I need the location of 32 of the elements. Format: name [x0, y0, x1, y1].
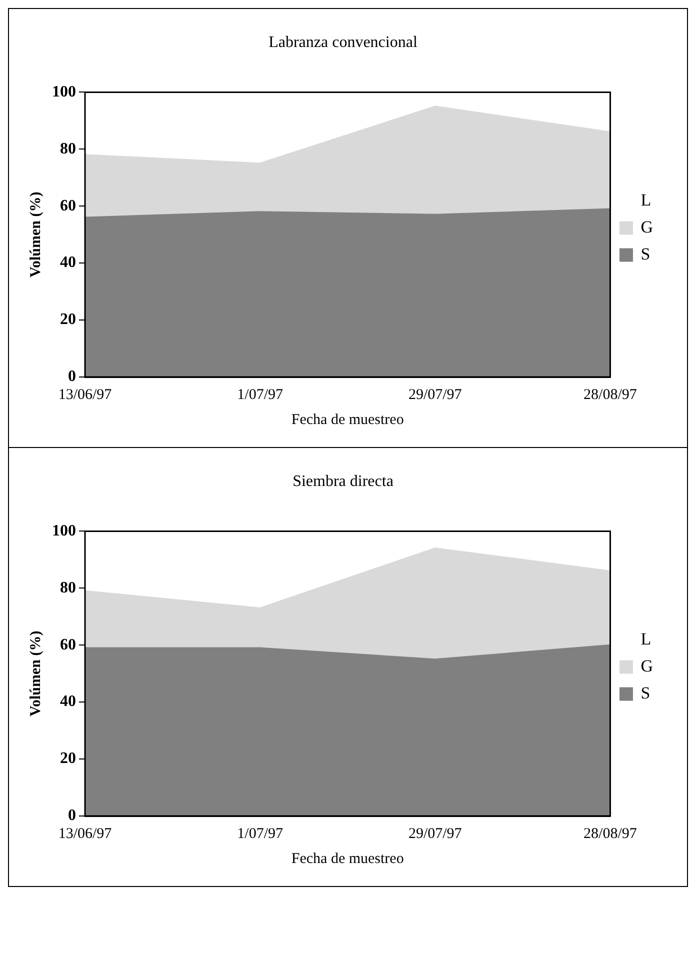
text: L: [640, 190, 652, 210]
x-tick-label: 1/07/97: [237, 386, 284, 403]
x-axis-title: Fecha de muestreo: [291, 850, 404, 867]
y-tick-label: 20: [60, 750, 76, 768]
legend-label: S: [640, 683, 650, 702]
x-tick-label: 13/06/97: [58, 386, 112, 403]
x-tick-label: 29/07/97: [408, 826, 462, 842]
chart-title: Labranza convencional: [268, 34, 418, 51]
y-axis-title: Volúmen (%): [28, 630, 44, 716]
x-tick-label: 1/07/97: [237, 826, 284, 842]
x-tick-label: 13/06/97: [58, 826, 112, 842]
y-tick-label: 0: [68, 368, 76, 386]
chart-title: Siembra directa: [292, 472, 394, 490]
x-tick-label: 28/08/97: [584, 826, 638, 842]
y-tick-label: 60: [60, 197, 76, 214]
y-tick-label: 0: [68, 807, 76, 824]
x-tick-label: 28/08/97: [584, 386, 638, 403]
y-tick-label: 20: [60, 311, 76, 328]
y-tick-label: 40: [60, 693, 76, 710]
text: L: [640, 629, 652, 648]
y-tick-label: 40: [60, 254, 76, 272]
y-tick-label: 80: [60, 579, 76, 596]
legend-label: G: [640, 217, 654, 236]
y-tick-label: 60: [60, 636, 76, 654]
y-tick-label: 100: [52, 522, 76, 540]
y-axis-title: Volúmen (%): [28, 192, 44, 278]
legend-label: S: [640, 244, 650, 264]
y-tick-label: 100: [52, 83, 76, 100]
legend-label: G: [640, 656, 654, 676]
x-axis-title: Fecha de muestreo: [291, 412, 404, 428]
x-tick-label: 29/07/97: [408, 386, 462, 403]
y-tick-label: 80: [60, 140, 76, 158]
